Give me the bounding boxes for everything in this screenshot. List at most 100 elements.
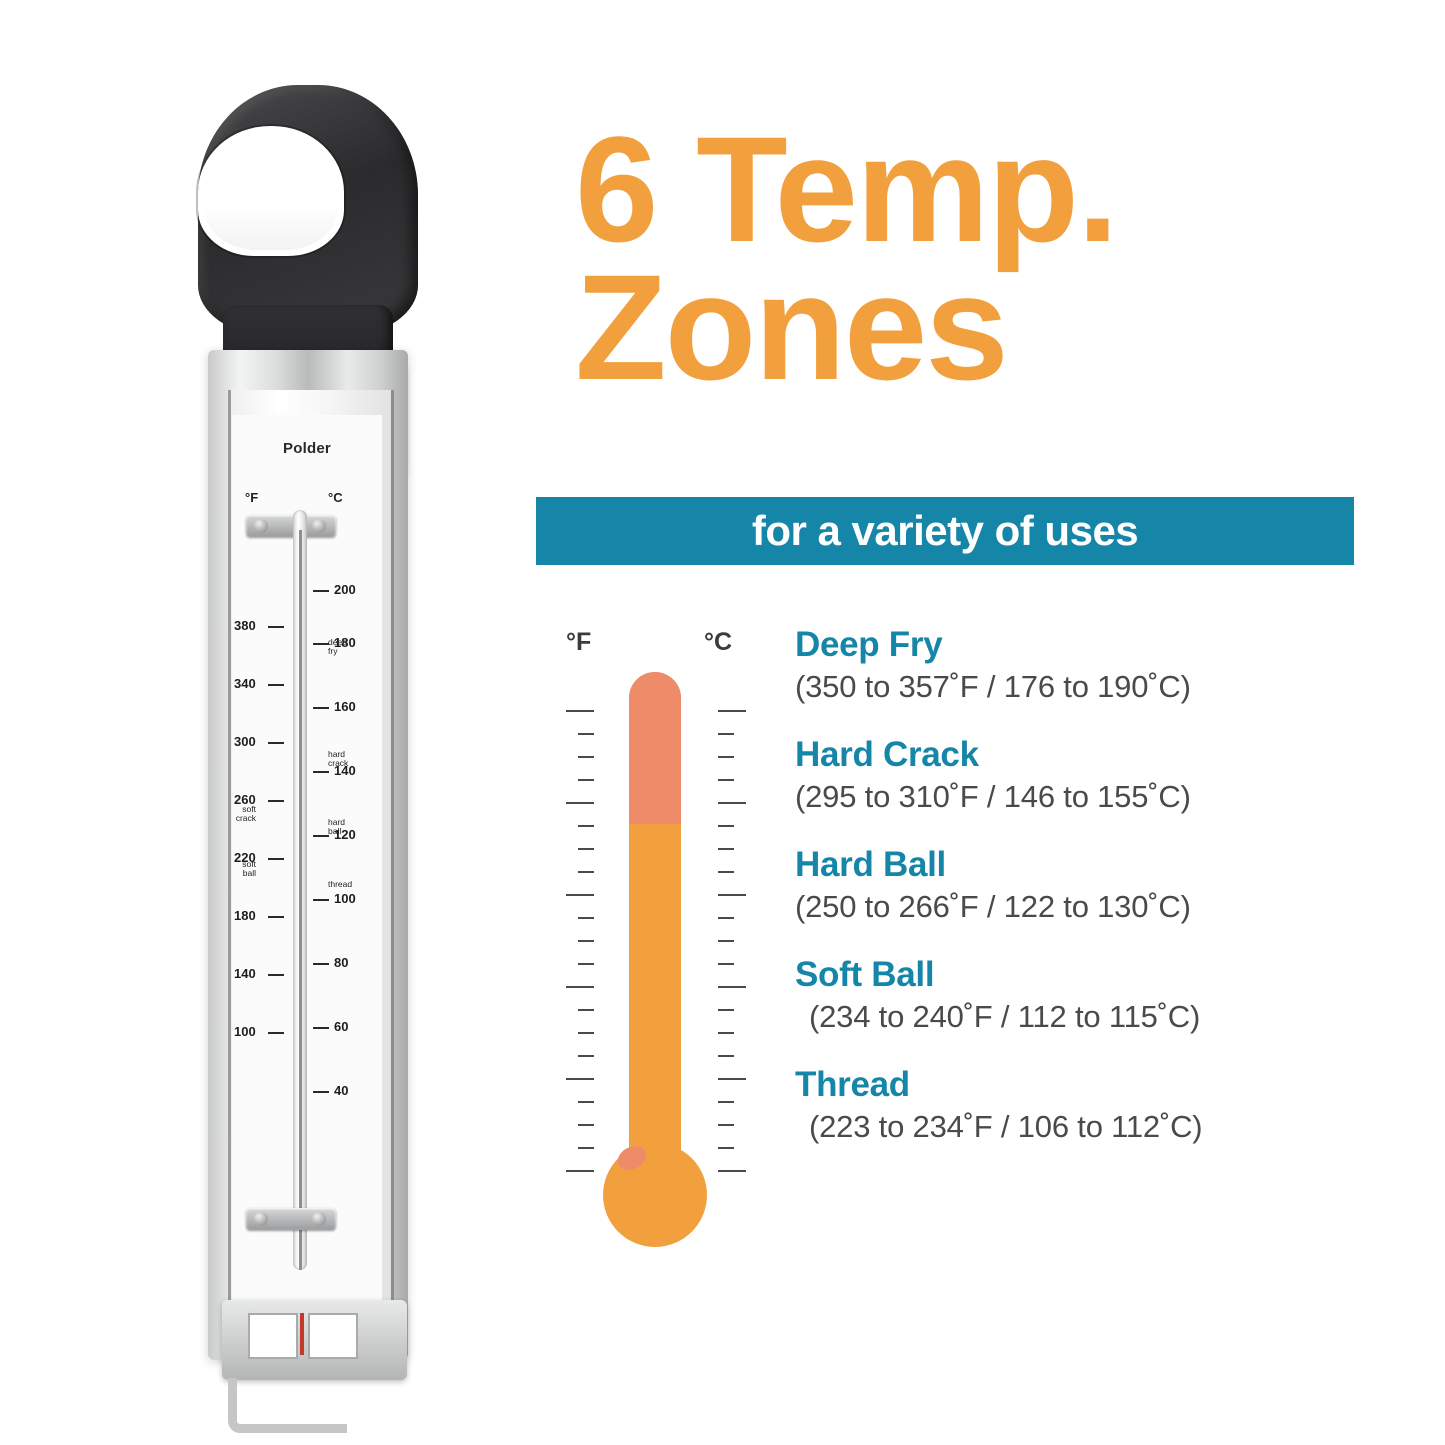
graphic-tick [578, 917, 594, 919]
graphic-tick [718, 710, 746, 712]
graphic-tick [718, 963, 734, 965]
f-label: 100 [234, 1024, 256, 1039]
graphic-tick [718, 1032, 734, 1034]
graphic-tick [566, 710, 594, 712]
graphic-tick [566, 802, 594, 804]
f-label: 140 [234, 966, 256, 981]
zone-range: (234 to 240˚F / 112 to 115˚C) [809, 999, 1201, 1034]
bottom-clip [246, 1208, 336, 1230]
scale-tick [313, 963, 329, 965]
screw-icon [312, 1212, 326, 1226]
graphic-tick [718, 986, 746, 988]
c-label: 160 [334, 699, 356, 714]
graphic-tick [578, 825, 594, 827]
scale-tick [313, 1027, 329, 1029]
dial-zone-thread: thread [328, 879, 353, 889]
thermometer-bulb-fill [603, 1143, 707, 1247]
scale-tick [268, 800, 284, 802]
zone-item-thread: Thread (223 to 234˚F / 106 to 112˚C) [795, 1065, 1395, 1145]
c-label: 140 [334, 763, 356, 778]
base-window [248, 1313, 298, 1359]
zone-name: Hard Crack [795, 735, 979, 774]
zone-range: (223 to 234˚F / 106 to 112˚C) [809, 1109, 1203, 1144]
scale-tick [268, 626, 284, 628]
product-image: Polder °F °C 380 340 300 260 220 180 140… [150, 60, 530, 1433]
graphic-tick [718, 802, 746, 804]
scale-tick [268, 974, 284, 976]
c-label: 100 [334, 891, 356, 906]
graphic-tick [718, 940, 734, 942]
scale-tick [268, 1032, 284, 1034]
thermometer-fill-top [629, 672, 681, 824]
graphic-tick [578, 756, 594, 758]
base-window [308, 1313, 358, 1359]
headline-line-1: 6 Temp. [575, 105, 1119, 273]
graphic-tick [718, 1101, 734, 1103]
zone-item-hard-ball: Hard Ball (250 to 266˚F / 122 to 130˚C) [795, 845, 1395, 925]
graphic-tick [718, 894, 746, 896]
graphic-tick [578, 1055, 594, 1057]
scale-tick [313, 899, 329, 901]
base-hook [228, 1378, 347, 1433]
subtitle-banner: for a variety of uses [536, 497, 1354, 565]
zone-name: Thread [795, 1065, 910, 1104]
brand-label: Polder [283, 440, 331, 457]
graphic-tick [566, 1078, 594, 1080]
graphic-unit-c: °C [704, 628, 733, 656]
screw-icon [312, 519, 326, 533]
graphic-tick [718, 1078, 746, 1080]
scale-unit-c: °C [328, 490, 343, 505]
c-label: 80 [334, 955, 349, 970]
graphic-tick [718, 1124, 734, 1126]
graphic-tick [718, 1009, 734, 1011]
graphic-tick [718, 733, 734, 735]
graphic-tick [718, 1055, 734, 1057]
c-label: 60 [334, 1019, 349, 1034]
graphic-tick [578, 1032, 594, 1034]
graphic-tick [718, 917, 734, 919]
dial-zone-soft-crack: soft crack [235, 804, 256, 823]
dial-zone-deep-fry: deep fry [328, 637, 347, 656]
c-label: 40 [334, 1083, 349, 1098]
zone-item-hard-crack: Hard Crack (295 to 310˚F / 146 to 155˚C) [795, 735, 1395, 815]
zone-list: Deep Fry (350 to 357˚F / 176 to 190˚C) H… [795, 625, 1395, 1175]
scale-tick [313, 1091, 329, 1093]
f-label: 180 [234, 908, 256, 923]
graphic-tick [578, 940, 594, 942]
graphic-tick [718, 1170, 746, 1172]
f-label: 220 [234, 850, 256, 865]
c-label: 120 [334, 827, 356, 842]
scale-tick [268, 916, 284, 918]
scale-tick [268, 858, 284, 860]
graphic-tick [578, 1124, 594, 1126]
f-label: 340 [234, 676, 256, 691]
graphic-tick [578, 779, 594, 781]
zone-range: (250 to 266˚F / 122 to 130˚C) [795, 889, 1191, 924]
zone-name: Deep Fry [795, 625, 943, 664]
thermometer-shape [594, 654, 716, 1314]
graphic-tick [578, 733, 594, 735]
zone-range: (350 to 357˚F / 176 to 190˚C) [795, 669, 1191, 704]
subtitle-text: for a variety of uses [751, 507, 1139, 554]
graphic-tick [566, 1170, 594, 1172]
headline: 6 Temp. Zones [575, 114, 1385, 402]
graphic-tick [578, 963, 594, 965]
graphic-tick [718, 848, 734, 850]
scale-tick [313, 590, 329, 592]
scale-tick [313, 643, 329, 645]
graphic-tick [578, 1009, 594, 1011]
zone-item-deep-fry: Deep Fry (350 to 357˚F / 176 to 190˚C) [795, 625, 1395, 705]
graphic-tick [718, 1147, 734, 1149]
mercury-column [299, 530, 302, 1270]
c-label: 180 [334, 635, 356, 650]
scale-tick [313, 707, 329, 709]
graphic-tick [578, 848, 594, 850]
scale-tick [268, 742, 284, 744]
c-label: 200 [334, 582, 356, 597]
dial-zone-soft-ball: soft ball [242, 859, 256, 878]
dial-zone-hard-crack: hard crack [328, 749, 349, 768]
graphic-unit-f: °F [566, 628, 592, 656]
scale-face [232, 415, 382, 1320]
dial-zone-hard-ball: hard ball [328, 817, 346, 836]
zone-name: Hard Ball [795, 845, 946, 884]
